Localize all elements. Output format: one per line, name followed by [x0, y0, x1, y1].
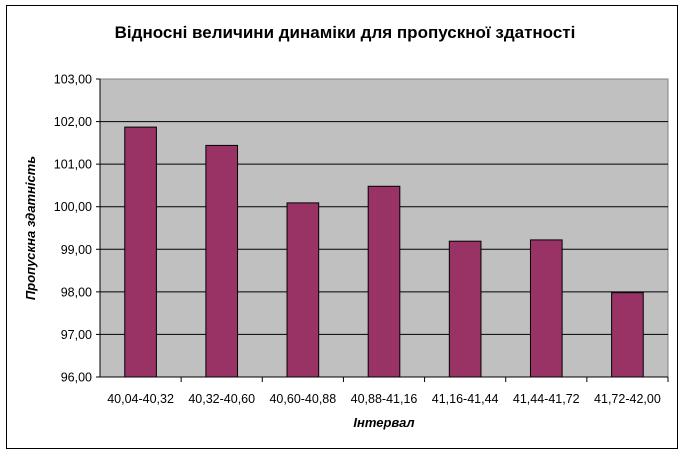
bar	[124, 126, 157, 378]
x-tick-label: 40,88-41,16	[351, 392, 418, 406]
bar	[367, 185, 401, 378]
y-tick-label: 101,00	[54, 158, 92, 172]
x-tick-label: 41,44-41,72	[513, 392, 580, 406]
bars	[124, 126, 644, 378]
x-tick-label: 40,04-40,32	[107, 392, 174, 406]
bar	[205, 144, 239, 378]
y-axis: 96,00 97,00 98,00 99,00 100,00 101,00 102,00 10…	[54, 73, 101, 385]
x-tick-label: 41,72-42,00	[594, 392, 661, 406]
bar	[448, 240, 482, 378]
x-tick-label: 40,32-40,60	[188, 392, 255, 406]
y-tick-label: 98,00	[61, 285, 92, 299]
y-tick-label: 96,00	[61, 371, 92, 385]
bar	[611, 292, 644, 378]
x-tick-label: 40,60-40,88	[269, 392, 336, 406]
x-axis-label: Інтервал	[353, 415, 414, 430]
y-tick-label: 100,00	[54, 200, 92, 214]
y-tick-label: 103,00	[54, 73, 92, 87]
y-axis-label: Пропускна здатність	[23, 156, 38, 300]
y-tick-label: 97,00	[61, 328, 92, 342]
x-axis: 40,04-40,32 40,32-40,60 40,60-40,88 40,88-4…	[100, 376, 669, 406]
y-tick-label: 99,00	[61, 243, 92, 257]
y-tick-label: 102,00	[54, 115, 92, 129]
bar	[529, 239, 563, 378]
x-tick-label: 41,16-41,44	[432, 392, 499, 406]
chart-title: Відносні величини динаміки для пропускно…	[115, 23, 576, 42]
bar	[286, 202, 320, 378]
